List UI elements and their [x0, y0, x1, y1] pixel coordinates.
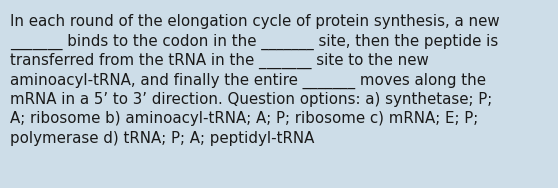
Text: transferred from the tRNA in the _______ site to the new: transferred from the tRNA in the _______…	[10, 53, 429, 69]
Text: A; ribosome b) aminoacyl-tRNA; A; P; ribosome c) mRNA; E; P;: A; ribosome b) aminoacyl-tRNA; A; P; rib…	[10, 111, 478, 127]
Text: polymerase d) tRNA; P; A; peptidyl-tRNA: polymerase d) tRNA; P; A; peptidyl-tRNA	[10, 131, 314, 146]
Text: aminoacyl-tRNA, and finally the entire _______ moves along the: aminoacyl-tRNA, and finally the entire _…	[10, 73, 486, 89]
Text: In each round of the elongation cycle of protein synthesis, a new: In each round of the elongation cycle of…	[10, 14, 499, 29]
Text: _______ binds to the codon in the _______ site, then the peptide is: _______ binds to the codon in the ______…	[10, 33, 498, 50]
Text: mRNA in a 5’ to 3’ direction. Question options: a) synthetase; P;: mRNA in a 5’ to 3’ direction. Question o…	[10, 92, 492, 107]
